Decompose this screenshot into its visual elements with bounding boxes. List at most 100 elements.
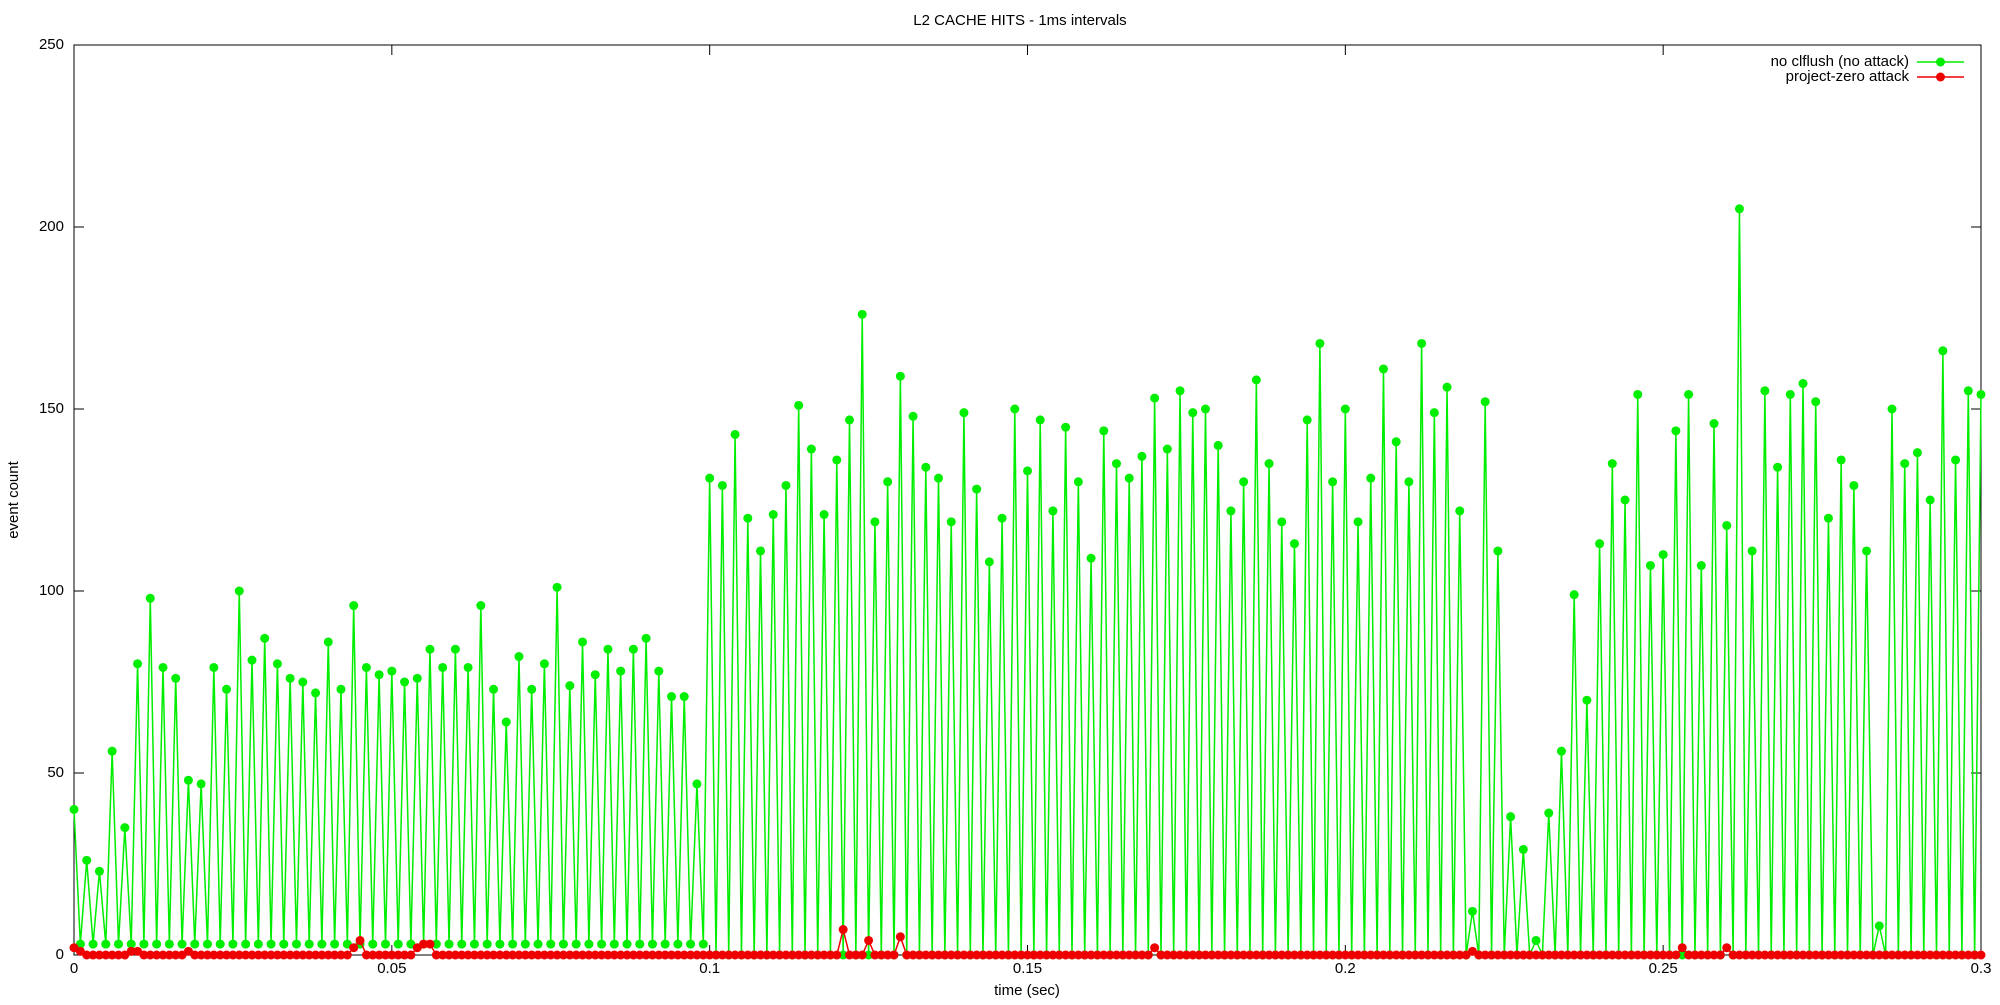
data-point <box>1347 950 1357 960</box>
data-point <box>1092 950 1102 960</box>
x-tick-label: 0.15 <box>1013 960 1042 977</box>
data-point <box>380 950 390 960</box>
data-point <box>552 582 562 592</box>
data-point <box>1232 950 1242 960</box>
data-point <box>336 950 346 960</box>
data-point <box>1658 550 1668 560</box>
data-point <box>794 400 804 410</box>
data-point <box>222 950 232 960</box>
data-point <box>1976 389 1986 399</box>
data-point <box>959 950 969 960</box>
data-point <box>425 644 435 654</box>
data-point <box>1595 950 1605 960</box>
data-point <box>101 939 111 949</box>
data-point <box>1480 950 1490 960</box>
data-point <box>1035 950 1045 960</box>
data-point <box>1792 950 1802 960</box>
data-point <box>215 950 225 960</box>
data-point <box>1544 950 1554 960</box>
data-point <box>1003 950 1013 960</box>
data-point <box>266 939 276 949</box>
data-point <box>1576 950 1586 960</box>
data-point <box>247 950 257 960</box>
data-point <box>578 950 588 960</box>
data-point <box>533 939 543 949</box>
data-point <box>972 484 982 494</box>
data-point <box>279 950 289 960</box>
data-point <box>927 950 937 960</box>
data-point <box>311 688 321 698</box>
data-point <box>768 950 778 960</box>
data-point <box>152 939 162 949</box>
data-point <box>1626 950 1636 960</box>
data-point <box>635 950 645 960</box>
data-point <box>1569 950 1579 960</box>
data-point <box>857 309 867 319</box>
data-point <box>1976 950 1986 960</box>
data-point <box>1398 950 1408 960</box>
data-point <box>342 950 352 960</box>
data-point <box>209 950 219 960</box>
y-tick-label: 100 <box>39 582 64 599</box>
data-point <box>431 950 441 960</box>
data-point <box>717 950 727 960</box>
x-tick-label: 0.3 <box>1971 960 1992 977</box>
data-point <box>756 546 766 556</box>
data-point <box>1671 426 1681 436</box>
data-point <box>1086 553 1096 563</box>
data-point <box>1175 950 1185 960</box>
data-point <box>1569 590 1579 600</box>
data-point <box>1932 950 1942 960</box>
data-point <box>1061 422 1071 432</box>
data-point <box>145 593 155 603</box>
data-point <box>1563 950 1573 960</box>
data-point <box>126 946 136 956</box>
data-point <box>1620 950 1630 960</box>
data-point <box>1709 419 1719 429</box>
data-point <box>1506 812 1516 822</box>
data-point <box>1900 950 1910 960</box>
data-point <box>1353 517 1363 527</box>
data-point <box>82 950 92 960</box>
data-point <box>959 408 969 418</box>
data-point <box>641 633 651 643</box>
data-point <box>374 670 384 680</box>
data-point <box>1709 950 1719 960</box>
data-point <box>1531 950 1541 960</box>
data-point <box>539 659 549 669</box>
data-point <box>603 950 613 960</box>
data-point <box>1226 950 1236 960</box>
data-point <box>228 950 238 960</box>
data-point <box>1862 546 1872 556</box>
data-point <box>667 950 677 960</box>
data-point <box>1595 539 1605 549</box>
data-point <box>298 677 308 687</box>
data-point <box>609 950 619 960</box>
data-point <box>1207 950 1217 960</box>
data-point <box>1359 950 1369 960</box>
data-point <box>1766 950 1776 960</box>
data-point <box>476 950 486 960</box>
data-point <box>304 939 314 949</box>
data-point <box>1220 950 1230 960</box>
data-point <box>1658 950 1668 960</box>
data-point <box>126 939 136 949</box>
data-point <box>679 950 689 960</box>
data-point <box>1010 950 1020 960</box>
data-point <box>1353 950 1363 960</box>
data-point <box>590 950 600 960</box>
data-point <box>1900 459 1910 469</box>
data-point <box>520 950 530 960</box>
data-point <box>171 673 181 683</box>
data-point <box>730 950 740 960</box>
data-point <box>1665 950 1675 960</box>
data-point <box>934 473 944 483</box>
x-axis-label: time (sec) <box>994 982 1060 999</box>
data-point <box>1175 386 1185 396</box>
data-point <box>1747 950 1757 960</box>
data-point <box>686 939 696 949</box>
data-point <box>628 644 638 654</box>
data-point <box>463 662 473 672</box>
data-point <box>1061 950 1071 960</box>
